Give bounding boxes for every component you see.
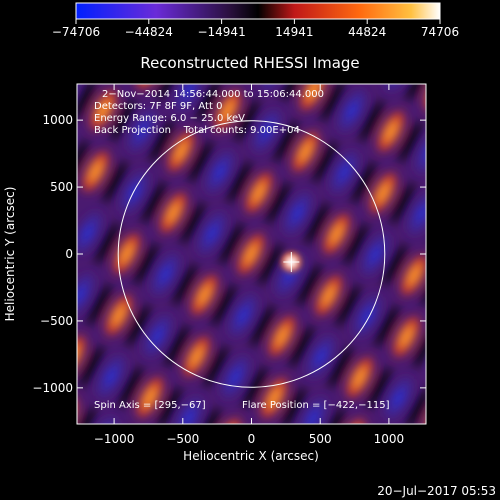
x-tick-label: −1000 (94, 432, 135, 446)
solar-disk-limb (117, 120, 386, 388)
spin-axis-label: Spin Axis = [295,−67] (94, 400, 206, 411)
annotation-time-range: 2−Nov−2014 14:56:44.000 to 15:06:44.000 (102, 89, 324, 100)
peak-source-marker (283, 252, 300, 273)
x-axis-label: Heliocentric X (arcsec) (183, 449, 319, 463)
x-tick-label: −500 (166, 432, 199, 446)
colorbar-tick-label: 74706 (421, 25, 459, 39)
y-tick-label: 500 (50, 180, 73, 194)
colorbar-tick-label: −74706 (52, 25, 100, 39)
colorbar-tick-label: 14941 (275, 25, 313, 39)
colorbar-tick-label: −14941 (197, 25, 245, 39)
y-tick-label: 0 (65, 247, 73, 261)
y-tick-label: −500 (40, 314, 73, 328)
colorbar-gradient (75, 2, 441, 20)
x-tick-label: 0 (248, 432, 256, 446)
annotation-method-counts: Back Projection Total counts: 9.00E+04 (94, 125, 300, 136)
annotation-energy-range: Energy Range: 6.0 − 25.0 keV (94, 113, 245, 124)
x-axis: −1000 −500 0 500 1000 (94, 84, 404, 446)
y-axis-label: Heliocentric Y (arcsec) (3, 187, 17, 322)
colorbar: −74706 −44824 −14941 14941 44824 74706 (52, 2, 459, 39)
x-tick-label: 500 (309, 432, 332, 446)
heatmap-image (77, 84, 426, 424)
y-tick-label: 1000 (42, 113, 73, 127)
colorbar-tick-label: −44824 (125, 25, 173, 39)
y-axis: −1000 −500 0 500 1000 (32, 113, 426, 395)
x-tick-label: 1000 (374, 432, 405, 446)
flare-position-label: Flare Position = [−422,−115] (242, 400, 390, 411)
chart-title: Reconstructed RHESSI Image (140, 54, 359, 72)
annotation-block: 2−Nov−2014 14:56:44.000 to 15:06:44.000 … (94, 89, 324, 136)
timestamp: 20−Jul−2017 05:53 (377, 484, 496, 498)
colorbar-tick-label: 44824 (348, 25, 386, 39)
y-tick-label: −1000 (32, 381, 73, 395)
colorbar-ticks: −74706 −44824 −14941 14941 44824 74706 (52, 19, 459, 39)
annotation-detectors: Detectors: 7F 8F 9F, Att 0 (94, 101, 222, 112)
